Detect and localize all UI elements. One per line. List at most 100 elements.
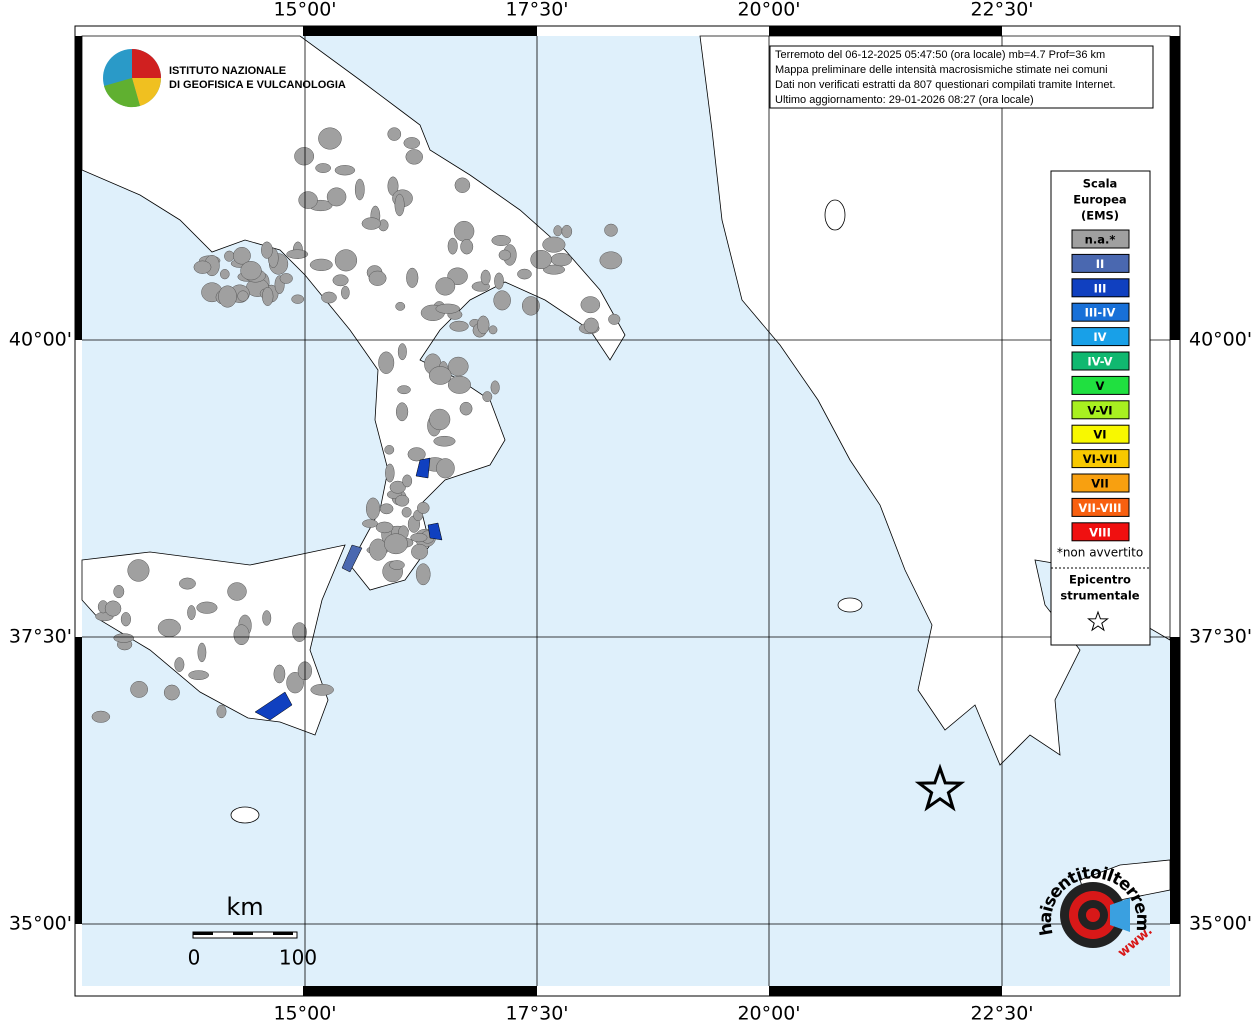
info-line: Ultimo aggiornamento: 29-01-2026 08:27 (… (775, 94, 1034, 106)
municipality (459, 401, 473, 416)
municipality (604, 223, 618, 237)
municipality (361, 217, 381, 230)
info-box: Terremoto del 06-12-2025 05:47:50 (ora l… (769, 45, 1154, 109)
municipality (417, 501, 430, 514)
municipality (453, 220, 475, 242)
ingv-logo: ISTITUTO NAZIONALE DI GEOFISICA E VULCAN… (103, 49, 346, 108)
municipality (179, 577, 196, 590)
municipality (315, 163, 331, 173)
legend-label: IV (1093, 330, 1106, 344)
municipality (384, 445, 395, 455)
municipality (261, 286, 274, 306)
municipality (193, 260, 212, 274)
municipality (517, 268, 532, 280)
municipality (401, 507, 412, 518)
lat-label: 35°00' (9, 913, 72, 935)
epicenter-label: Epicentro (1069, 573, 1131, 587)
municipality (395, 301, 406, 311)
municipality (163, 684, 180, 701)
municipality (447, 237, 458, 255)
legend-swatch (1071, 473, 1130, 493)
lon-label: 17°30' (505, 1003, 568, 1025)
municipality (415, 563, 431, 586)
municipality (120, 612, 131, 627)
municipality (261, 241, 273, 259)
municipality (397, 343, 407, 361)
intensity-area (415, 457, 431, 479)
legend-swatch (1071, 400, 1130, 420)
municipality (174, 657, 185, 672)
municipality (218, 285, 237, 308)
lon-label: 20°00' (737, 1003, 800, 1025)
municipality (411, 543, 429, 560)
municipality (599, 251, 623, 270)
municipality (130, 681, 148, 698)
legend-swatch (1071, 278, 1130, 298)
municipality (385, 463, 395, 483)
legend-swatch (1071, 302, 1130, 322)
municipality (482, 391, 493, 403)
municipality (375, 521, 394, 534)
municipality (157, 618, 181, 638)
municipality (580, 296, 601, 314)
municipality (334, 249, 358, 272)
intensity-area (427, 522, 443, 541)
lat-label: 37°30' (1189, 626, 1252, 648)
municipality (233, 624, 250, 646)
legend-title: (EMS) (1081, 209, 1119, 223)
municipality (294, 147, 315, 166)
municipality (368, 270, 387, 286)
lat-label: 37°30' (9, 626, 72, 648)
scale-unit: km (226, 893, 263, 921)
municipality (405, 149, 423, 165)
municipality (543, 264, 566, 275)
municipality (309, 258, 333, 271)
municipality (196, 601, 218, 614)
legend-label: III (1094, 281, 1107, 295)
municipality (403, 137, 421, 149)
epicenter-label: strumentale (1060, 589, 1139, 603)
municipality (224, 250, 235, 262)
municipality (240, 261, 262, 281)
municipality (354, 178, 365, 201)
municipality (542, 236, 566, 253)
legend-title: Europea (1073, 193, 1126, 207)
municipality (379, 503, 394, 515)
municipality (286, 672, 304, 694)
municipality (488, 325, 498, 335)
legend-label: III-IV (1085, 306, 1116, 320)
municipality (447, 375, 471, 394)
scale-bar: km 0 100 (188, 893, 317, 970)
municipality (553, 225, 563, 237)
municipality (104, 600, 122, 617)
municipality (310, 683, 334, 696)
lon-label: 22°30' (970, 1003, 1033, 1025)
legend-swatch (1071, 327, 1130, 347)
italy (81, 35, 626, 591)
legend-note: *non avvertito (1057, 546, 1143, 560)
graticule (82, 36, 1170, 986)
municipality (454, 177, 471, 193)
info-line: Terremoto del 06-12-2025 05:47:50 (ora l… (775, 49, 1105, 61)
municipality (460, 239, 474, 255)
municipality (550, 252, 572, 267)
lat-label: 40°00' (9, 329, 72, 351)
legend-label: II (1096, 257, 1105, 271)
municipality (561, 224, 573, 238)
municipality (448, 356, 469, 377)
municipality (477, 315, 490, 335)
legend-label: VIII (1089, 525, 1111, 539)
municipality (435, 303, 460, 314)
municipality (395, 494, 410, 507)
municipality (428, 366, 452, 385)
municipality (378, 351, 395, 374)
municipality (397, 385, 411, 395)
legend-swatch (1071, 253, 1130, 273)
municipality (498, 249, 512, 261)
municipality (227, 582, 247, 601)
municipality (490, 380, 500, 395)
municipality (291, 294, 305, 304)
municipality (187, 605, 196, 620)
municipality (433, 435, 456, 447)
legend-label: V (1096, 379, 1105, 393)
